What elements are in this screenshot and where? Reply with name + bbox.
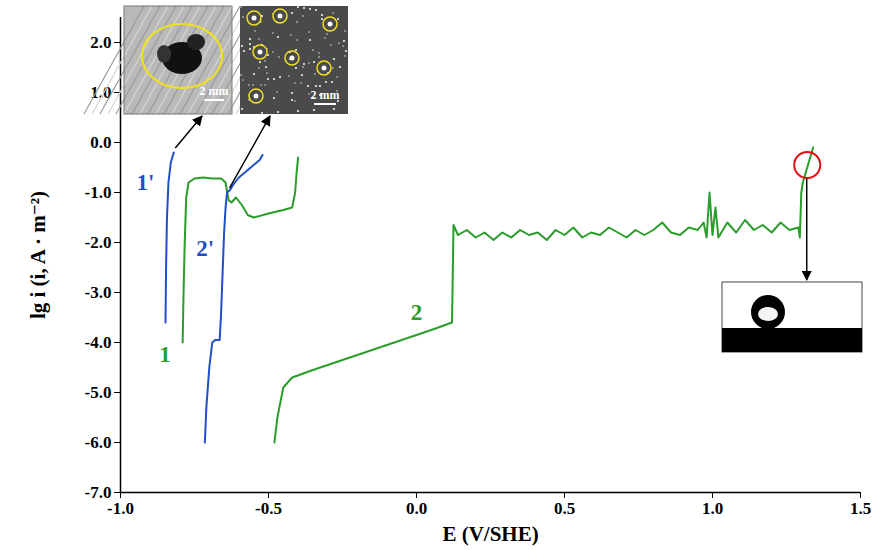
svg-text:1: 1 [159,342,171,367]
svg-text:0.0: 0.0 [90,133,111,152]
svg-text:0.5: 0.5 [554,499,575,518]
svg-text:1.0: 1.0 [702,499,723,518]
svg-text:2.0: 2.0 [90,33,111,52]
svg-text:-3.0: -3.0 [85,283,112,302]
svg-text:-1.0: -1.0 [107,499,134,518]
svg-text:-2.0: -2.0 [85,233,112,252]
svg-text:1': 1' [137,170,155,195]
svg-text:-6.0: -6.0 [85,433,112,452]
svg-text:1.5: 1.5 [850,499,871,518]
svg-text:E (V/SHE): E (V/SHE) [442,522,538,546]
svg-text:-5.0: -5.0 [85,383,112,402]
svg-text:-4.0: -4.0 [85,333,112,352]
svg-text:2': 2' [196,236,214,261]
svg-text:2 mm: 2 mm [200,84,229,98]
svg-text:-1.0: -1.0 [85,183,112,202]
svg-text:lg i (i, A · m⁻²): lg i (i, A · m⁻²) [26,191,50,319]
svg-text:-7.0: -7.0 [84,482,112,502]
svg-text:2 mm: 2 mm [311,88,340,102]
svg-text:1.0: 1.0 [90,82,112,102]
svg-text:0.0: 0.0 [406,499,427,518]
svg-text:2: 2 [411,300,423,325]
svg-text:-0.5: -0.5 [255,499,282,518]
